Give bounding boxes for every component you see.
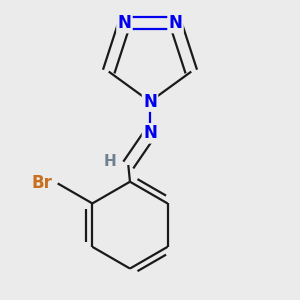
Text: N: N: [169, 14, 182, 32]
Text: H: H: [103, 154, 116, 169]
Text: N: N: [118, 14, 131, 32]
Text: N: N: [143, 93, 157, 111]
Text: N: N: [143, 124, 157, 142]
Text: Br: Br: [32, 174, 52, 192]
